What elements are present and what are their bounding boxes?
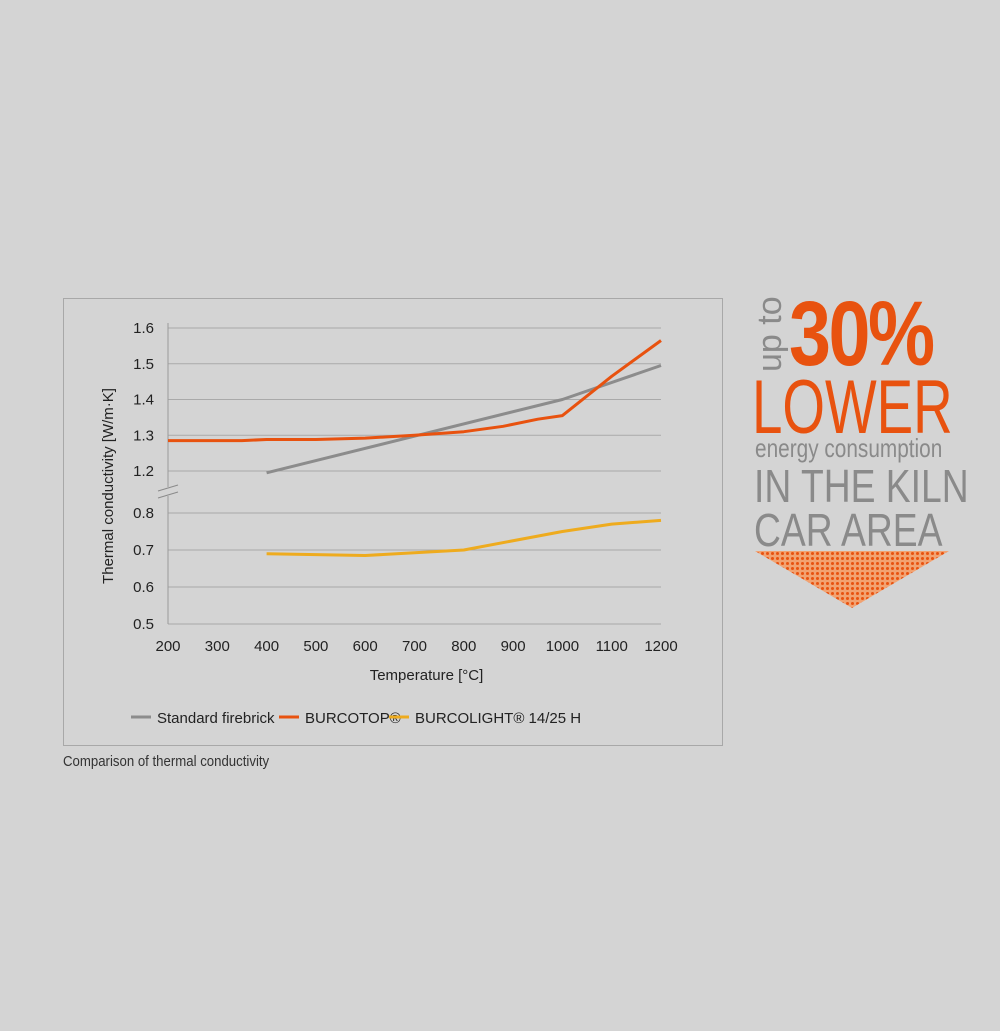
y-tick-label: 1.3	[133, 427, 154, 444]
x-tick-label: 900	[501, 638, 526, 655]
legend-label: Standard firebrick	[157, 710, 275, 727]
y-tick-label: 0.5	[133, 616, 154, 633]
series-line-standard-firebrick	[266, 364, 662, 475]
axis-break-mark	[157, 491, 179, 499]
y-tick-label: 0.8	[133, 505, 154, 522]
axis-break-mark	[157, 484, 179, 492]
down-arrow-icon	[755, 551, 949, 608]
promo-in-the-kiln: IN THE KILN	[754, 460, 969, 512]
thermal-conductivity-chart: 1.2 1.3 1.4 1.5 1.6 0.5 0.6 0.7 0.8 200 300 400 500 6…	[100, 320, 678, 727]
x-tick-label: 1200	[644, 638, 677, 655]
y-tick-label: 1.4	[133, 392, 154, 409]
y-tick-label: 1.2	[133, 463, 154, 480]
promo-up-to: up to	[751, 296, 789, 372]
y-axis-label: Thermal conductivity [W/m·K]	[100, 388, 117, 584]
x-tick-label: 1100	[596, 638, 628, 655]
promo-car-area: CAR AREA	[754, 504, 943, 556]
y-tick-label: 1.5	[133, 356, 154, 373]
y-tick-label: 1.6	[133, 320, 154, 337]
promo-lower: LOWER	[752, 365, 953, 450]
promo-energy: energy consumption	[755, 433, 943, 463]
x-tick-label: 600	[353, 638, 378, 655]
legend-label: BURCOLIGHT® 14/25 H	[415, 710, 581, 727]
x-tick-label: 500	[303, 638, 328, 655]
x-tick-label: 300	[205, 638, 230, 655]
series-line-burcotop	[168, 339, 662, 443]
x-tick-label: 800	[451, 638, 476, 655]
legend-label: BURCOTOP®	[305, 710, 401, 727]
x-tick-label: 700	[402, 638, 427, 655]
chart-caption: Comparison of thermal conductivity	[63, 753, 270, 770]
y-tick-label: 0.6	[133, 579, 154, 596]
x-tick-label: 400	[254, 638, 279, 655]
chart-frame	[63, 298, 723, 746]
y-tick-label: 0.7	[133, 542, 154, 559]
promo-percent: 30%	[789, 283, 935, 385]
series-line-burcolight-14-25-h	[266, 518, 662, 557]
x-axis-label: Temperature [°C]	[370, 667, 484, 684]
x-tick-label: 200	[155, 638, 180, 655]
x-tick-label: 1000	[546, 638, 579, 655]
